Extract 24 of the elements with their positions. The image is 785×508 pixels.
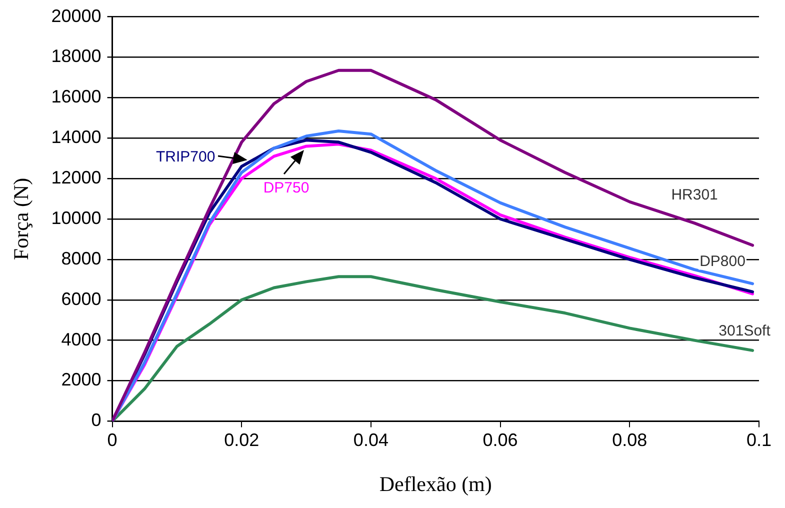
y-tick-label: 4000: [61, 329, 102, 350]
y-tick-label: 2000: [61, 370, 102, 390]
series-label: HR301: [671, 186, 718, 204]
y-tick-label: 18000: [51, 46, 102, 66]
series-label: 301Soft: [718, 322, 772, 340]
x-tick-label: 0.04: [353, 430, 388, 450]
y-tick-label: 12000: [51, 168, 102, 188]
x-tick-label: 0.06: [482, 430, 518, 450]
y-tick-label: 10000: [51, 208, 102, 228]
y-tick-label: 8000: [61, 248, 102, 268]
y-axis-title: Força (N): [9, 178, 34, 260]
x-tick-label: 0: [107, 430, 118, 450]
x-axis-title: Deflexão (m): [379, 472, 492, 496]
y-tick-label: 20000: [51, 6, 102, 26]
y-tick-label: 6000: [61, 288, 102, 309]
x-tick-label: 0.08: [612, 430, 648, 450]
series-label: DP800: [700, 252, 746, 270]
x-tick-label: 0.1: [746, 430, 772, 450]
series-label: DP750: [263, 179, 310, 196]
x-tick-label: 0.02: [224, 430, 260, 450]
y-tick-label: 14000: [51, 127, 102, 148]
y-tick-label: 0: [91, 410, 102, 430]
series-label: TRIP700: [156, 148, 216, 166]
y-tick-label: 16000: [51, 86, 102, 107]
